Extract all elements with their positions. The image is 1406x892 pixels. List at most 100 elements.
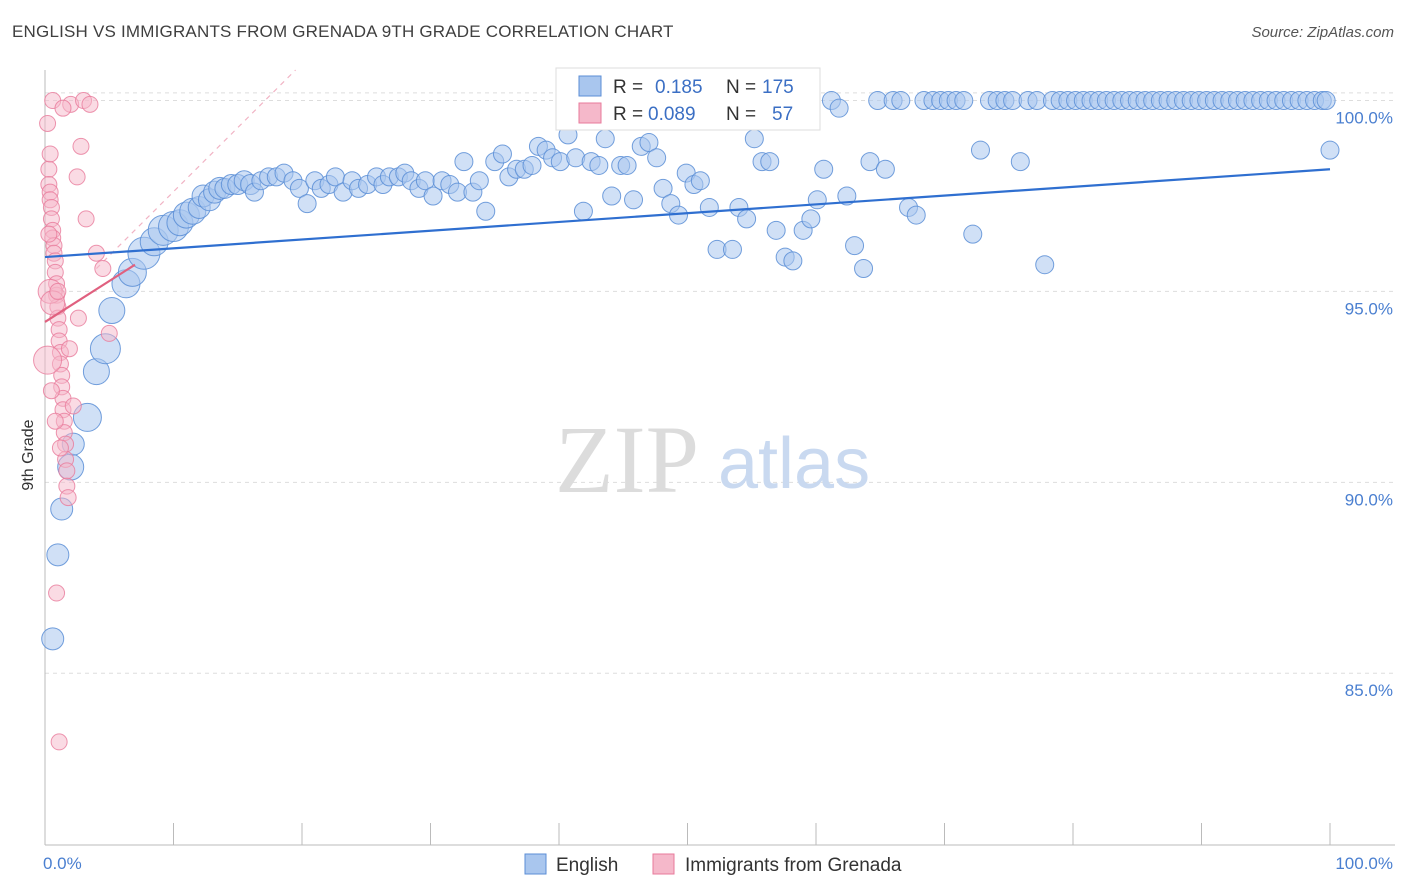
point-grenada — [39, 114, 57, 132]
x-tick-label-max: 100.0% — [1335, 854, 1393, 873]
legend-swatch-grenada — [578, 102, 602, 124]
point-english — [624, 190, 644, 210]
point-english — [875, 159, 895, 179]
point-english — [423, 186, 443, 206]
point-grenada — [48, 584, 66, 602]
stats-legend: R = 0.185 N = 175 R = 0.089 N = 57 — [555, 67, 821, 131]
point-english — [522, 155, 542, 175]
legend-r-value-english: 0.185 — [655, 77, 703, 98]
point-english — [970, 140, 990, 160]
point-english — [722, 239, 742, 259]
point-english — [801, 209, 821, 229]
point-english — [814, 159, 834, 179]
point-grenada — [77, 210, 95, 228]
point-english — [837, 186, 857, 206]
point-english — [963, 224, 983, 244]
point-english — [1316, 91, 1336, 111]
point-grenada — [59, 489, 77, 507]
point-english — [647, 148, 667, 168]
point-english — [469, 171, 489, 191]
bottom-legend-swatch-grenada — [652, 853, 675, 875]
point-english — [602, 186, 622, 206]
watermark-atlas: atlas — [718, 424, 870, 504]
point-grenada — [100, 324, 118, 342]
point-english — [41, 627, 65, 651]
point-grenada — [46, 412, 64, 430]
point-grenada — [42, 382, 60, 400]
point-english — [476, 201, 496, 221]
point-grenada — [40, 225, 58, 243]
watermark-zip: ZIP — [555, 406, 699, 513]
legend-n-label-grenada: N = — [726, 104, 756, 125]
point-english — [589, 155, 609, 175]
point-english — [492, 144, 512, 164]
point-english — [737, 209, 757, 229]
point-grenada — [68, 168, 86, 186]
point-grenada — [72, 137, 90, 155]
point-english — [845, 236, 865, 256]
point-english — [744, 129, 764, 149]
trend-line-english — [44, 168, 1331, 259]
legend-r-value-grenada: 0.089 — [648, 104, 696, 125]
point-english — [690, 171, 710, 191]
point-english — [289, 178, 309, 198]
y-axis-title: 9th Grade — [20, 419, 37, 490]
y-tick-labels: 85.0% 90.0% 95.0% 100.0% — [1335, 109, 1393, 701]
point-grenada — [60, 340, 78, 358]
point-grenada — [50, 733, 68, 751]
legend-r-label-english: R = — [613, 77, 643, 98]
point-grenada — [94, 260, 112, 278]
point-grenada — [49, 282, 67, 300]
x-tick-labels: 0.0% 100.0% — [43, 854, 1393, 873]
bottom-legend-label-grenada: Immigrants from Grenada — [685, 855, 902, 876]
point-grenada — [40, 160, 58, 178]
chart-title: ENGLISH VS IMMIGRANTS FROM GRENADA 9TH G… — [12, 22, 674, 41]
point-english — [297, 194, 317, 214]
point-english — [98, 297, 126, 325]
point-grenada — [64, 397, 82, 415]
bottom-legend-label-english: English — [556, 855, 618, 876]
diagonal-line — [95, 69, 296, 269]
series-english-points — [41, 91, 1340, 651]
point-english — [854, 259, 874, 279]
point-english — [906, 205, 926, 225]
point-english — [653, 178, 673, 198]
point-grenada — [69, 309, 87, 327]
point-english — [954, 91, 974, 111]
trend-line-grenada — [44, 263, 136, 323]
legend-n-value-english: 175 — [762, 77, 794, 98]
point-english — [639, 133, 659, 153]
y-tick-label: 100.0% — [1335, 109, 1393, 128]
series-grenada-points — [33, 92, 118, 751]
point-english — [1010, 152, 1030, 172]
trend-lines — [44, 168, 1331, 323]
point-english — [860, 152, 880, 172]
legend-r-label-grenada: R = — [613, 104, 643, 125]
legend-n-value-grenada: 57 — [772, 104, 793, 125]
point-english — [807, 190, 827, 210]
y-tick-label: 95.0% — [1345, 299, 1393, 318]
point-english — [1320, 140, 1340, 160]
point-english — [573, 201, 593, 221]
y-tick-label: 90.0% — [1345, 490, 1393, 509]
point-english — [829, 98, 849, 118]
watermark: ZIP atlas — [555, 406, 870, 513]
point-grenada — [41, 145, 59, 163]
legend-swatch-english — [578, 75, 602, 97]
point-english — [766, 220, 786, 240]
point-english — [454, 152, 474, 172]
point-grenada — [58, 462, 76, 480]
series-legend: English Immigrants from Grenada — [524, 853, 902, 876]
point-grenada — [51, 439, 69, 457]
point-english — [46, 543, 70, 567]
y-tick-label: 85.0% — [1345, 681, 1393, 700]
bottom-legend-swatch-english — [524, 853, 547, 875]
point-english — [783, 251, 803, 271]
point-grenada — [33, 345, 63, 375]
chart-source: Source: ZipAtlas.com — [1251, 24, 1394, 41]
legend-n-label-english: N = — [726, 77, 756, 98]
point-english — [1035, 255, 1055, 275]
point-english — [760, 152, 780, 172]
reference-diagonal — [95, 69, 296, 269]
